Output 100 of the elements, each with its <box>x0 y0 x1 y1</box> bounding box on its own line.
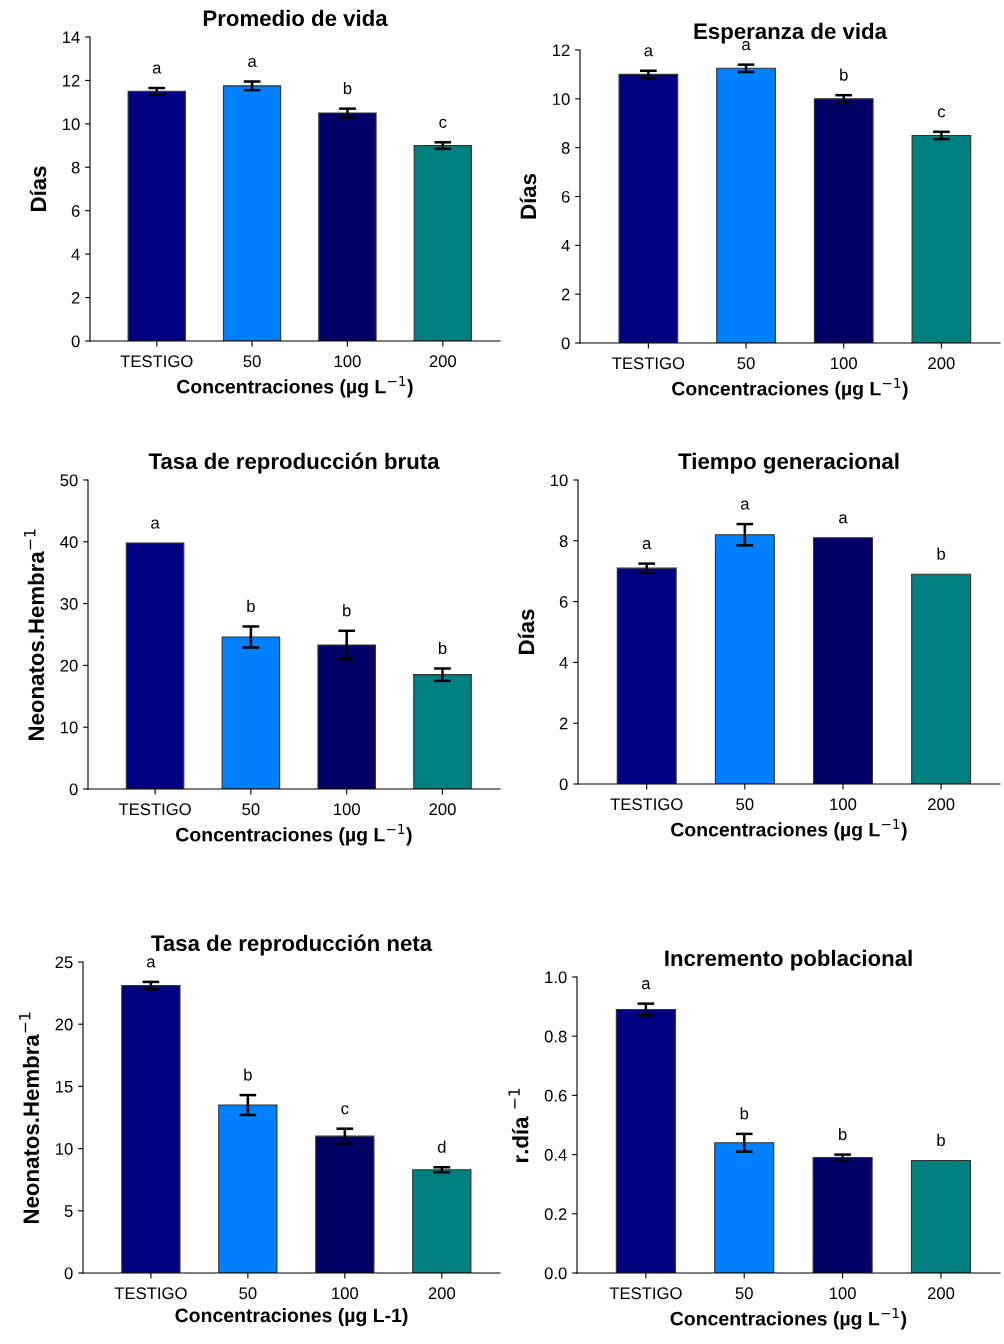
x-tick-label: 50 <box>243 355 261 368</box>
x-tick-label: 200 <box>429 803 456 816</box>
y-tick-label: 0.2 <box>544 1208 567 1220</box>
y-tick-label: 14 <box>63 31 80 44</box>
bar <box>127 90 186 341</box>
x-tick-label: 200 <box>928 798 955 811</box>
bar <box>813 98 874 343</box>
bar <box>616 567 677 784</box>
data-label: c <box>937 108 946 118</box>
x-tick-label: TESTIGO <box>118 803 191 816</box>
data-label: a <box>740 500 750 510</box>
y-tick-label: 15 <box>56 1080 73 1093</box>
bar <box>221 636 281 789</box>
data-label: b <box>840 68 848 81</box>
y-tick-label: 0 <box>64 1267 73 1280</box>
y-tick-label: 2 <box>71 291 80 304</box>
bar <box>714 1142 775 1273</box>
x-tick-label: TESTIGO <box>612 357 685 370</box>
data-label: b <box>343 604 351 617</box>
y-tick-label: 30 <box>60 598 78 610</box>
x-tick-label: TESTIGO <box>610 798 683 811</box>
y-tick-label: 4 <box>559 656 568 669</box>
data-label: a <box>644 47 654 57</box>
bar <box>910 1159 972 1273</box>
x-tick-label: 200 <box>428 1287 456 1300</box>
y-axis-title: Neonatos.Hembra$^{−1}$ <box>19 1012 40 1224</box>
y-axis-title: Días <box>29 166 47 211</box>
x-tick-label: 100 <box>334 355 361 368</box>
data-label: a <box>151 519 160 529</box>
y-tick-label: 6 <box>71 205 80 217</box>
data-label: b <box>839 1127 847 1141</box>
x-tick-label: 200 <box>927 1287 955 1300</box>
x-tick-label: 200 <box>429 355 457 368</box>
data-label: b <box>244 1068 252 1081</box>
y-tick-label: 0 <box>559 778 568 791</box>
x-tick-label: 200 <box>928 357 955 370</box>
x-tick-label: 50 <box>735 1287 753 1300</box>
data-label: a <box>248 57 257 68</box>
x-tick-label: 100 <box>830 798 857 811</box>
chart-title: Tasa de reproducción neta <box>151 934 433 956</box>
y-tick-label: 20 <box>60 659 78 672</box>
x-tick-label: 100 <box>829 1287 856 1300</box>
bar <box>218 1104 278 1273</box>
y-tick-label: 1.0 <box>545 971 567 984</box>
y-tick-label: 10 <box>61 721 78 734</box>
bar <box>413 674 472 789</box>
bar <box>812 1157 873 1273</box>
y-axis-title: Neonatos.Hembra$^{−1}$ <box>24 529 45 741</box>
y-tick-label: 0 <box>69 783 78 796</box>
x-axis-title: Concentraciones (µg L$^{−1}$) <box>670 1307 907 1330</box>
x-axis-title: Concentraciones (µg L$^{−1}$) <box>176 823 412 846</box>
y-tick-label: 4 <box>71 248 80 261</box>
bar <box>315 1135 375 1273</box>
bar <box>317 644 376 789</box>
x-tick-label: 100 <box>831 357 857 370</box>
y-tick-label: 0 <box>561 337 570 350</box>
y-tick-label: 10 <box>551 474 568 487</box>
y-axis-title: Días <box>517 609 535 654</box>
y-tick-label: 0.0 <box>544 1267 567 1280</box>
y-tick-label: 2 <box>561 288 570 301</box>
y-tick-label: 20 <box>55 1018 73 1031</box>
x-tick-label: TESTIGO <box>114 1287 187 1300</box>
y-tick-label: 6 <box>559 596 568 608</box>
chart-title: Promedio de vida <box>203 9 388 27</box>
chart-title: Incremento poblacional <box>665 949 912 971</box>
bar <box>812 537 873 784</box>
bar <box>121 985 181 1273</box>
chart-title: Tasa de reproducción bruta <box>148 452 440 474</box>
bar <box>618 73 679 343</box>
y-tick-label: 4 <box>561 239 570 252</box>
bar <box>222 85 282 341</box>
data-label: b <box>740 1107 749 1120</box>
data-label: a <box>642 540 652 550</box>
y-tick-label: 12 <box>63 74 80 87</box>
y-axis-title: r.día $^{−1}$ <box>508 1088 529 1162</box>
x-axis-title: Concentraciones (µg L$^{−1}$) <box>671 818 907 841</box>
data-label: b <box>937 547 946 560</box>
x-tick-label: 100 <box>332 1287 359 1300</box>
data-label: b <box>937 1133 945 1147</box>
y-tick-label: 2 <box>559 717 568 730</box>
y-tick-label: 10 <box>63 118 80 131</box>
data-label: a <box>152 64 162 74</box>
y-tick-label: 8 <box>561 142 570 154</box>
y-tick-label: 0.4 <box>544 1149 567 1161</box>
bar <box>318 112 377 341</box>
x-axis-title: Concentraciones (µg L$^{−1}$) <box>177 375 413 398</box>
data-label: a <box>146 958 156 968</box>
data-label: a <box>641 980 651 990</box>
y-tick-label: 40 <box>60 536 78 548</box>
y-tick-label: 5 <box>64 1205 73 1217</box>
y-axis-title: Días <box>519 173 537 219</box>
y-tick-label: 10 <box>553 93 570 106</box>
bar <box>714 534 775 784</box>
x-tick-label: 50 <box>239 1287 257 1300</box>
x-tick-label: 50 <box>737 357 755 370</box>
x-axis-title: Concentraciones (µg L-1) <box>175 1307 408 1327</box>
x-tick-label: 100 <box>334 803 360 816</box>
y-tick-label: 0 <box>71 335 80 348</box>
bar <box>716 67 776 343</box>
y-tick-label: 10 <box>56 1143 73 1155</box>
